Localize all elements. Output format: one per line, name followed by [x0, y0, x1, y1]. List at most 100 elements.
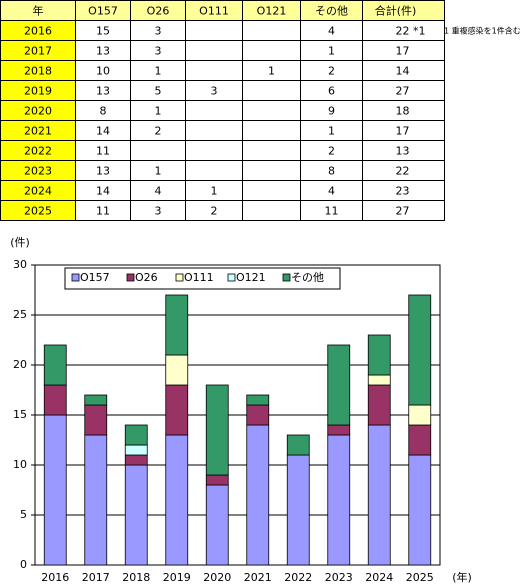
- bar-segment: [286, 434, 310, 456]
- bar-segment: [408, 424, 432, 456]
- table-cell: [242, 140, 301, 161]
- legend-swatch: [126, 273, 135, 282]
- table-header: O26: [147, 5, 170, 18]
- x-tick-label: 2021: [244, 571, 272, 584]
- table-text: 17: [396, 125, 410, 138]
- y-axis-label: (件): [10, 236, 30, 249]
- bar-segment: [165, 294, 189, 356]
- table-text: 22: [396, 165, 410, 178]
- table-text: 2: [328, 65, 335, 78]
- table-cell: [242, 200, 301, 221]
- legend-swatch: [71, 273, 80, 282]
- table-text: 13: [96, 45, 110, 58]
- table-text: 2018: [24, 65, 52, 78]
- bar-segment: [205, 484, 229, 566]
- x-tick-label: 2022: [284, 571, 312, 584]
- bar-segment: [165, 384, 189, 436]
- table-text: 2: [155, 125, 162, 138]
- table-header: O121: [257, 5, 287, 18]
- x-tick-label: 2025: [406, 571, 434, 584]
- table-text: 2024: [24, 185, 52, 198]
- table-text: 17: [396, 45, 410, 58]
- table-text: 2023: [24, 165, 52, 178]
- table-header: O157: [88, 5, 118, 18]
- table-text: 8: [100, 105, 107, 118]
- table-text: 15: [96, 25, 110, 38]
- bar-segment: [246, 424, 270, 566]
- table-text: 2025: [24, 205, 52, 218]
- legend-box: [64, 267, 341, 290]
- bar-segment: [124, 444, 148, 456]
- table-cell: [185, 40, 243, 61]
- y-tick-label: 10: [13, 458, 27, 471]
- bar-segment: [367, 374, 391, 386]
- bar-segment: [43, 384, 67, 416]
- bar-segment: [327, 424, 351, 436]
- table-cell: [185, 140, 243, 161]
- bar-segment: [246, 394, 270, 406]
- x-tick-label: 2016: [41, 571, 69, 584]
- bar-segment: [84, 394, 108, 406]
- table-cell: [362, 200, 445, 221]
- y-tick-label: 15: [13, 408, 27, 421]
- bar-segment: [327, 434, 351, 566]
- table-text: 13: [96, 165, 110, 178]
- legend-label: その他: [291, 271, 324, 284]
- table-text: 13: [96, 85, 110, 98]
- table-cell: [185, 100, 243, 121]
- bar-segment: [205, 474, 229, 486]
- table-text: 4: [155, 185, 162, 198]
- table-text: 2016: [24, 25, 52, 38]
- legend-label: O111: [184, 271, 214, 284]
- bar-segment: [246, 404, 270, 426]
- table-cell: [242, 40, 301, 61]
- table-text: 4: [328, 25, 335, 38]
- table-text: 2019: [24, 85, 52, 98]
- table-text: 9: [328, 105, 335, 118]
- table-header: O111: [199, 5, 229, 18]
- table-text: 2: [328, 145, 335, 158]
- table-text: 3: [155, 45, 162, 58]
- table-text: 5: [155, 85, 162, 98]
- table-text: 6: [328, 85, 335, 98]
- table-note: *1 重複感染を1件含む: [440, 26, 521, 36]
- table-text: 1: [155, 65, 162, 78]
- table-text: 2017: [24, 45, 52, 58]
- table-cell: [242, 100, 301, 121]
- table-text: 3: [211, 85, 218, 98]
- table-cell: [242, 160, 301, 181]
- table-cell: [242, 20, 301, 41]
- bar-segment: [43, 414, 67, 566]
- table-text: 27: [396, 205, 410, 218]
- x-tick-label: 2019: [163, 571, 191, 584]
- table-cell: [130, 140, 186, 161]
- table-text: 1: [211, 185, 218, 198]
- table-text: 3: [155, 205, 162, 218]
- table-text: 8: [328, 165, 335, 178]
- table-text: 2021: [24, 125, 52, 138]
- table-text: 2020: [24, 105, 52, 118]
- y-tick-label: 30: [13, 258, 27, 271]
- legend-swatch: [227, 273, 236, 282]
- bar-segment: [367, 334, 391, 376]
- legend-label: O157: [80, 271, 110, 284]
- bar-segment: [367, 424, 391, 566]
- x-tick-label: 2020: [203, 571, 231, 584]
- table-text: 18: [396, 105, 410, 118]
- bar-segment: [205, 384, 229, 476]
- bar-segment: [124, 454, 148, 466]
- table-text: 22 *1: [396, 25, 426, 38]
- table-header: 年: [33, 4, 44, 18]
- x-tick-label: 2023: [325, 571, 353, 584]
- x-tick-label: 2018: [122, 571, 150, 584]
- x-tick-label: 2024: [365, 571, 393, 584]
- table-cell: [242, 80, 301, 101]
- bar-segment: [327, 344, 351, 426]
- table-text: 3: [155, 25, 162, 38]
- legend-label: O26: [135, 271, 158, 284]
- table-cell: [242, 180, 301, 201]
- y-tick-label: 0: [20, 558, 27, 571]
- table-text: 1: [268, 65, 275, 78]
- bar-segment: [165, 434, 189, 566]
